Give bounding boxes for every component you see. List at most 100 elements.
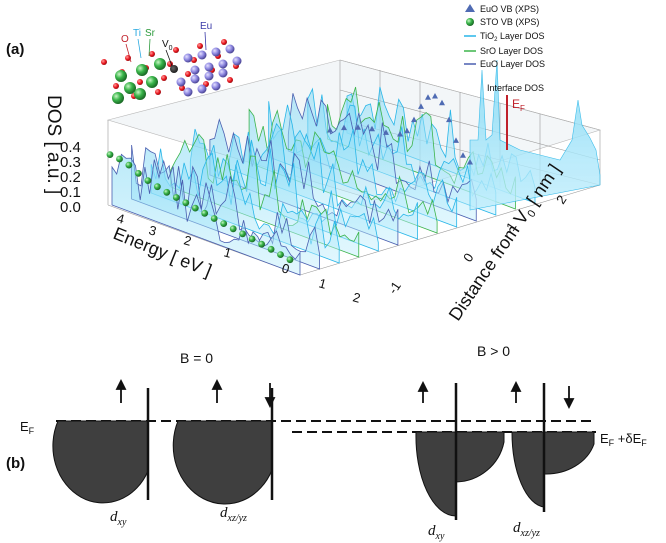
spin-up-icon: [510, 380, 522, 392]
euo-xps-point: [327, 127, 333, 133]
oxygen-atom: [101, 59, 107, 65]
europium-atom: [176, 77, 186, 87]
euo-xps-point: [397, 131, 403, 137]
layer-dos-slabs: [111, 86, 536, 276]
euo-xps-point: [369, 125, 375, 132]
sto-xps-point: [258, 240, 265, 248]
b-zero-title: B = 0: [180, 350, 213, 366]
spin-down-icon: [264, 397, 276, 409]
sto-xps-point: [267, 245, 275, 253]
band-dxz-bpos-right: [543, 431, 595, 475]
euo-xps-point: [404, 127, 410, 134]
band-dxz-b0: [172, 420, 273, 505]
orbital-label-dxy-b0: dxy: [110, 509, 127, 528]
oxygen-atom: [149, 51, 155, 57]
orbital-labels: dxy dxz/yz dxy dxz/yz: [110, 505, 540, 542]
euo-xps-point: [467, 159, 473, 165]
energy-tick: 1: [222, 244, 233, 260]
euo-xps-point: [355, 124, 361, 130]
sto-xps-point: [210, 215, 218, 222]
band-dxz-bpos-left: [511, 431, 545, 508]
sto-xps-point: [172, 194, 180, 201]
strontium-atom: [115, 70, 127, 82]
dos-tick: 0.4: [60, 139, 81, 156]
orbital-label-dxy-bpos: dxy: [428, 523, 445, 542]
b-positive-title: B > 0: [477, 343, 510, 359]
band-diagrams: [52, 420, 595, 517]
oxygen-atom: [173, 47, 179, 53]
orbital-label-dxz-bpos: dxz/yz: [513, 520, 540, 539]
europium-atom: [183, 87, 193, 97]
europium-atom: [183, 53, 193, 63]
sto-xps-point: [229, 225, 237, 233]
sto-xps-point: [201, 209, 209, 217]
energy-tick: 1: [317, 275, 328, 291]
oxygen-atom: [185, 71, 191, 77]
energy-tick: 2: [351, 289, 362, 305]
euo-xps-point: [446, 116, 452, 123]
sto-xps-point: [144, 177, 152, 185]
oxygen-atom: [137, 79, 143, 85]
sto-xps-point: [220, 220, 228, 228]
oxygen-atom: [227, 77, 233, 83]
spin-up-icon: [211, 378, 223, 390]
dos-axis-label: DOS [ a.u. ]: [43, 95, 64, 194]
energy-tick: 4: [115, 210, 126, 226]
europium-atom: [218, 68, 228, 78]
euo-xps-point: [341, 124, 347, 131]
europium-atom: [197, 50, 207, 60]
europium-atom: [190, 65, 200, 75]
sto-xps-point: [125, 161, 133, 169]
europium-atom: [211, 81, 221, 91]
oxygen-atom: [179, 85, 185, 91]
sto-xps-point: [286, 256, 294, 264]
legend-label: EuO VB (XPS): [480, 4, 539, 14]
euo-xps-point: [432, 93, 438, 99]
strontium-atom: [146, 76, 158, 88]
ef-label: EF: [20, 419, 35, 436]
band-axes: [146, 383, 546, 520]
euo-xps-point: [411, 116, 417, 123]
dos-tick: 0.1: [60, 184, 81, 201]
sto-xps-point: [248, 235, 256, 243]
europium-atom: [204, 62, 214, 72]
legend-label: TiO2 Layer DOS: [480, 31, 545, 43]
fermi-level-label: EF: [512, 97, 525, 113]
europium-atom: [218, 59, 228, 69]
legend-label: STO VB (XPS): [480, 17, 539, 27]
europium-atom: [197, 84, 207, 94]
strontium-atom: [154, 58, 166, 70]
strontium-atom: [112, 92, 124, 104]
strontium-atom: [134, 88, 146, 100]
atom-labels: O Ti Sr Eu V0: [121, 21, 212, 67]
atom-label-vo: V0: [162, 39, 173, 52]
sto-xps-point: [106, 151, 114, 159]
distance-tick: -1: [385, 279, 404, 297]
europium-atom: [204, 71, 214, 81]
distance-tick: 0: [460, 250, 476, 264]
sto-xps-point: [191, 204, 199, 212]
crystal-structure-inset: [101, 39, 242, 104]
europium-atom: [190, 74, 200, 84]
distance-tick: 2: [553, 192, 569, 206]
band-dxy-bpos-right: [455, 431, 505, 483]
oxygen-atom: [197, 43, 203, 49]
energy-tick: 3: [147, 222, 158, 238]
oxygen-atom: [161, 75, 167, 81]
euo-xps-point: [460, 152, 466, 158]
oxygen-vacancy: [170, 65, 178, 73]
atom-label-ti: Ti: [133, 28, 141, 39]
spin-arrows: [115, 378, 575, 410]
sto-xps-point: [135, 170, 142, 177]
interface-dos-label: Interface DOS: [487, 83, 544, 93]
euo-vb-xps-series: [327, 93, 473, 165]
energy-tick: 2: [182, 232, 193, 248]
strontium-atom: [136, 64, 148, 76]
panel-b-label: (b): [6, 455, 25, 472]
europium-atom: [211, 47, 221, 57]
euo-xps-point: [439, 99, 445, 106]
euo-xps-point: [453, 137, 459, 143]
oxygen-atom: [221, 39, 227, 45]
sto-xps-point: [182, 199, 190, 207]
dos-axis: DOS [ a.u. ] 0.4 0.3 0.2 0.1 0.0: [43, 95, 81, 216]
